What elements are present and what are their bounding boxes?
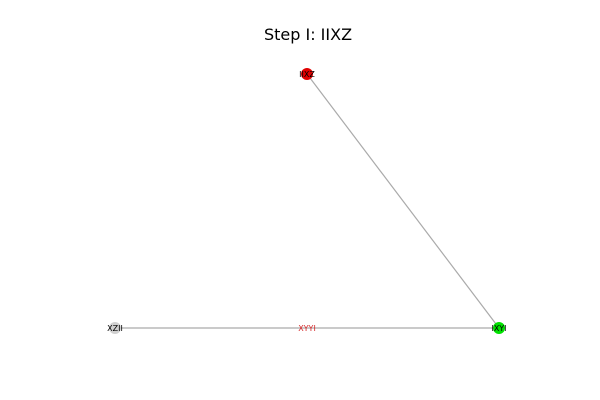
diagram-title: Step I: IIXZ xyxy=(264,25,352,44)
node-label-ixyi: IXYI xyxy=(491,324,506,333)
node-ixyi xyxy=(493,322,505,334)
node-xzii xyxy=(109,322,121,334)
node-iixz xyxy=(301,68,313,80)
edges-layer: XYYI xyxy=(115,73,500,333)
edge-iixz-ixyi xyxy=(306,73,500,329)
edge-label: XYYI xyxy=(298,324,316,333)
node-label-xzii: XZII xyxy=(107,324,123,333)
nodes-layer: IIXZ XZII IXYI xyxy=(107,68,507,334)
node-label-iixz: IIXZ xyxy=(299,70,315,79)
